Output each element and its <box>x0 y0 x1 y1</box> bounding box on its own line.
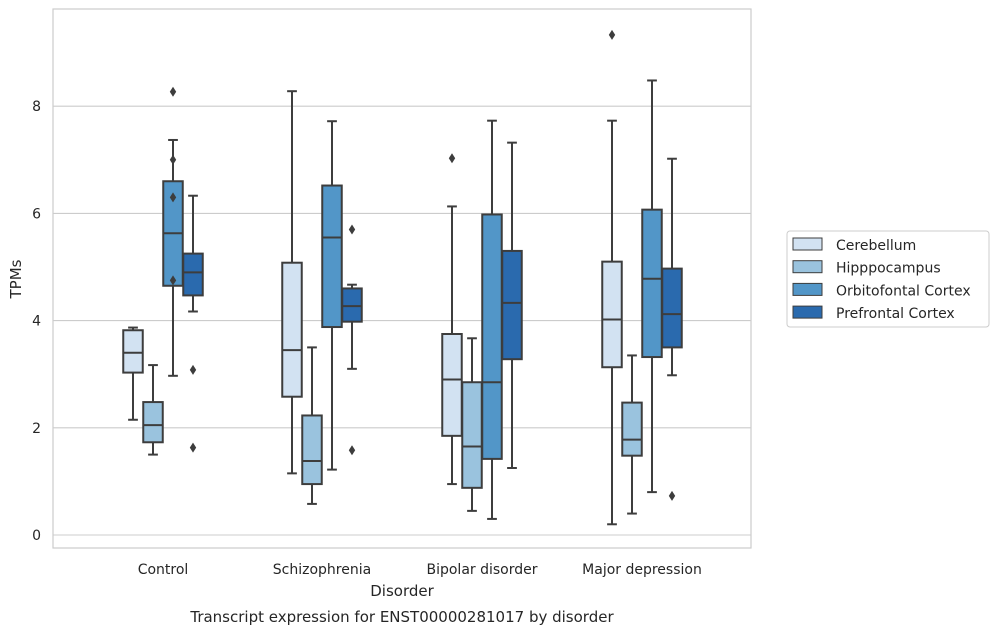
box-cerebellum <box>122 326 144 421</box>
iqr-box <box>641 208 663 359</box>
legend: Cerebellum Hipppocampus Orbitofontal Corte… <box>786 230 990 328</box>
iqr-box <box>501 249 523 361</box>
iqr-box <box>601 260 623 369</box>
outlier-point <box>448 153 456 164</box>
x-tick-label: Bipolar disorder <box>426 562 537 578</box>
box-series <box>122 29 683 526</box>
iqr-box <box>341 287 363 323</box>
outlier-point <box>348 224 356 235</box>
iqr-box <box>441 333 463 437</box>
outlier-point <box>189 442 197 453</box>
outlier-point <box>169 192 177 203</box>
y-tick-label: 6 <box>32 206 41 222</box>
box-hipppocampus <box>301 346 323 505</box>
iqr-box <box>301 414 323 486</box>
box-prefrontal-cortex <box>501 141 523 469</box>
outlier-point <box>189 364 197 375</box>
legend-label: Cerebellum <box>836 238 916 254</box>
iqr-box <box>661 267 683 349</box>
x-tick-label: Control <box>138 562 189 578</box>
outlier-point <box>169 154 177 165</box>
plot-frame <box>52 8 752 549</box>
box-cerebellum <box>601 29 623 526</box>
iqr-box <box>481 213 503 460</box>
chart-caption: Transcript expression for ENST0000028101… <box>189 608 614 626</box>
box-prefrontal-cortex <box>341 224 363 456</box>
iqr-box <box>142 401 164 444</box>
legend-label: Hipppocampus <box>836 261 941 277</box>
legend-label: Orbitofontal Cortex <box>836 283 971 299</box>
box-hipppocampus <box>461 337 483 512</box>
y-axis-label: TPMs <box>7 259 25 299</box>
x-tick-label: Schizophrenia <box>273 562 371 578</box>
outlier-point <box>169 275 177 286</box>
iqr-box <box>621 401 643 457</box>
iqr-box <box>321 184 343 329</box>
x-tick-label: Major depression <box>582 562 702 578</box>
iqr-box <box>122 329 144 374</box>
y-tick-label: 8 <box>32 99 41 115</box>
outlier-point <box>608 29 616 40</box>
box-hipppocampus <box>142 364 164 456</box>
legend-label: Prefrontal Cortex <box>836 306 955 322</box>
axis-ticks: 0 2 4 6 8 Control Schizophrenia Bipolar disorde… <box>32 99 702 578</box>
box-orbitofontal-cortex <box>321 120 343 471</box>
box-prefrontal-cortex <box>661 157 683 501</box>
box-cerebellum <box>441 153 463 486</box>
iqr-box <box>281 261 303 398</box>
y-tick-label: 0 <box>32 528 41 544</box>
outlier-point <box>348 445 356 456</box>
outlier-point <box>169 86 177 97</box>
box-hipppocampus <box>621 354 643 515</box>
legend-swatch <box>792 282 823 296</box>
box-prefrontal-cortex <box>182 194 204 453</box>
legend-swatch <box>792 260 823 274</box>
y-tick-label: 4 <box>32 314 41 330</box>
outlier-point <box>668 490 676 501</box>
box-cerebellum <box>281 90 303 475</box>
box-orbitofontal-cortex <box>641 79 663 494</box>
iqr-box <box>461 381 483 489</box>
iqr-box <box>182 252 204 297</box>
legend-frame <box>786 230 990 328</box>
box-orbitofontal-cortex <box>162 86 184 377</box>
box-orbitofontal-cortex <box>481 119 503 520</box>
x-axis-label: Disorder <box>370 582 434 600</box>
legend-swatch <box>792 237 823 251</box>
legend-swatch <box>792 305 823 319</box>
y-tick-label: 2 <box>32 421 41 437</box>
